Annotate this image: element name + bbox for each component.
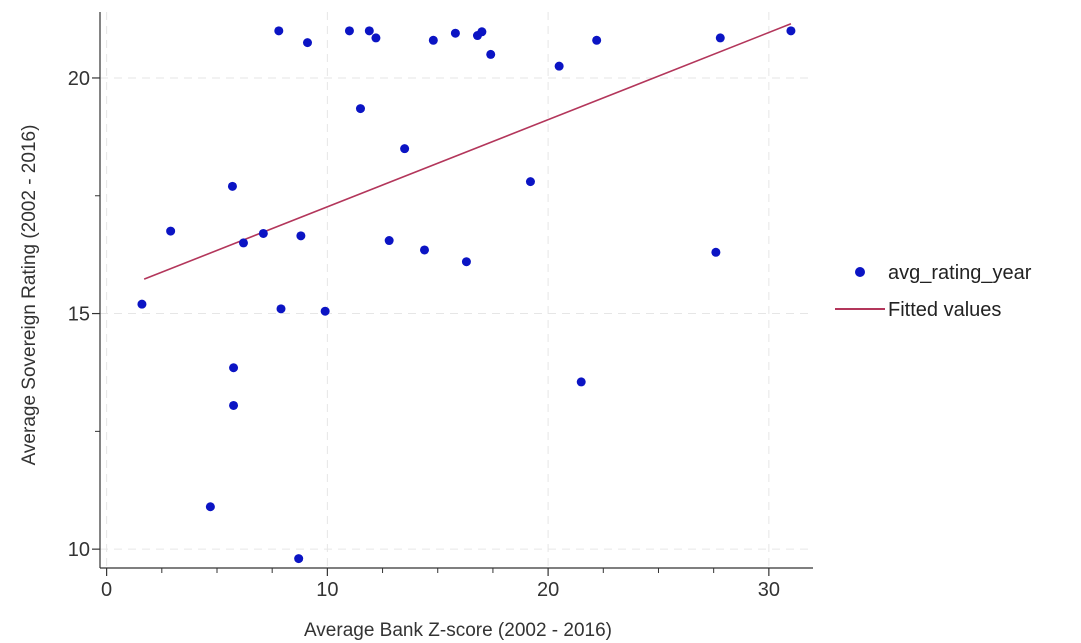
- data-point: [715, 33, 725, 43]
- data-point: [554, 61, 564, 71]
- y-tick-label: 20: [68, 68, 90, 90]
- data-point: [786, 26, 796, 36]
- grid-lines: [100, 12, 813, 568]
- data-point: [525, 177, 535, 187]
- points-layer: [137, 26, 796, 564]
- legend-marker-avg-rating-year: [855, 267, 865, 277]
- data-point: [428, 35, 438, 45]
- data-point: [227, 181, 237, 191]
- data-point: [276, 304, 286, 314]
- data-point: [296, 231, 306, 241]
- data-point: [229, 400, 239, 410]
- data-point: [371, 33, 381, 43]
- data-point: [450, 28, 460, 38]
- y-axis-title: Average Sovereign Rating (2002 - 2016): [19, 125, 40, 466]
- data-point: [419, 245, 429, 255]
- x-tick-label: 30: [758, 579, 780, 601]
- legend: avg_rating_year Fitted values: [835, 262, 1032, 321]
- data-point: [229, 363, 239, 373]
- data-point: [400, 144, 410, 154]
- data-point: [364, 26, 374, 36]
- data-point: [258, 228, 268, 238]
- data-point: [355, 104, 365, 114]
- fitted-line-layer: [143, 23, 792, 280]
- data-point: [592, 35, 602, 45]
- axes: [92, 12, 813, 576]
- data-point: [344, 26, 354, 36]
- data-point: [294, 554, 304, 564]
- data-point: [274, 26, 284, 36]
- data-point: [137, 299, 147, 309]
- data-point: [461, 257, 471, 267]
- legend-label-fitted-values: Fitted values: [888, 299, 1001, 321]
- data-point: [384, 236, 394, 246]
- legend-label-avg-rating-year: avg_rating_year: [888, 262, 1032, 284]
- data-point: [238, 238, 248, 248]
- data-point: [302, 38, 312, 48]
- data-point: [205, 502, 215, 512]
- x-tick-label: 0: [101, 579, 112, 601]
- data-point: [711, 247, 721, 257]
- tick-labels: 0 10 20 30 10 15 20: [68, 68, 780, 601]
- x-tick-label: 20: [537, 579, 559, 601]
- x-axis-title: Average Bank Z-score (2002 - 2016): [304, 620, 612, 641]
- data-point: [486, 49, 496, 59]
- y-tick-label: 10: [68, 539, 90, 561]
- fitted-values-line: [143, 23, 792, 280]
- data-point: [576, 377, 586, 387]
- x-tick-label: 10: [316, 579, 338, 601]
- data-point: [166, 226, 176, 236]
- y-tick-label: 15: [68, 304, 90, 326]
- data-point: [477, 27, 487, 37]
- data-point: [320, 306, 330, 316]
